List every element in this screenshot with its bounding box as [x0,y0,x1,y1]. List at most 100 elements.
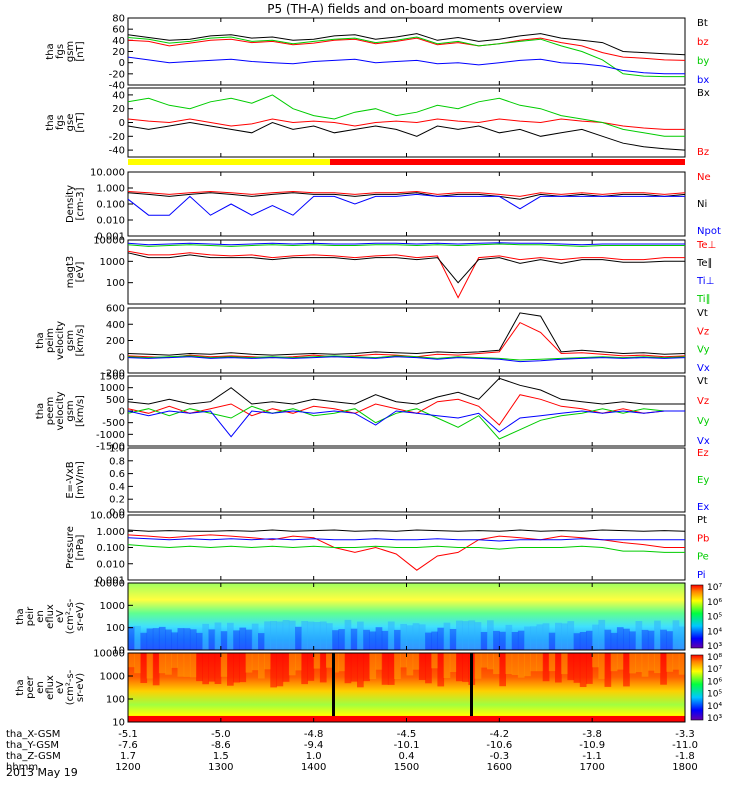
spectrogram-column [660,629,667,650]
colorbar-tick-label: 10⁶ [707,598,722,608]
y-tick-label: 10.000 [90,168,125,179]
x-axis-row-label: tha_Y-GSM [6,740,59,751]
spectrogram-column [233,630,240,650]
spectrogram-column [270,621,277,650]
spectrogram-column [307,653,315,681]
series-line-Ni [127,192,686,200]
series-line-Te∥ [127,252,685,284]
series-line-Vx [127,356,686,363]
spectrogram-column [586,630,593,650]
spectrogram-column [140,653,148,683]
spectrogram-column [493,653,500,675]
spectrogram-column [629,631,636,650]
spectrogram-column [171,653,178,668]
spectrogram-column [678,653,686,675]
colorbar-tick-label: 10³ [707,714,722,724]
series-line-bx [127,56,685,75]
spectrogram-column [202,653,209,685]
legend-entry: Ni [697,199,707,210]
spectrogram-column [629,653,636,674]
spectrogram-column [678,626,686,650]
spectrogram-column [524,626,531,650]
spectrogram-column [214,622,222,650]
spectrogram-column [672,620,680,650]
spectrogram-column [604,653,612,687]
spectrogram-column [406,653,414,676]
y-axis-label: sr-eV) [75,602,86,631]
x-axis-value: 1400 [301,762,326,773]
legend-entry: Npot [697,226,721,237]
series-line-Bx [127,121,686,151]
colorbar-tick-label: 10⁷ [707,665,722,675]
series-line-By [127,94,685,137]
series-line-Vy [127,355,686,361]
x-axis-value: -4.5 [397,729,417,740]
y-axis-label: Pressure [65,526,76,569]
spectrogram-column [561,653,568,675]
y-axis-label: [mV/m] [75,461,86,499]
spectrogram-column [431,631,438,650]
spectrogram-column [555,622,562,650]
spectrogram-column [406,625,414,650]
spectrogram-column [375,627,383,650]
legend-entry: Pb [697,533,709,544]
spectrogram-column [647,653,655,671]
y-axis-label: fgs [55,44,66,59]
spectrogram-column [666,631,674,650]
spectrogram-column [579,653,587,687]
y-tick-label: -20 [109,132,125,143]
spectrogram-column [418,624,426,650]
y-axis-label: en [35,610,46,623]
spectrogram-column [536,624,544,650]
spectrogram-column [282,620,290,650]
y-axis-label: tha [45,43,56,59]
y-tick-label: 1.000 [96,527,125,538]
spectrogram-column [319,621,327,650]
colorbar-tick-label: 10⁸ [707,653,722,663]
spectrogram-column [505,653,513,674]
x-axis-value: -10.6 [486,740,512,751]
y-tick-label: -40 [109,81,125,92]
y-tick-label: 0.100 [96,543,125,554]
spectrogram-column [369,631,377,650]
colorbar-tick-label: 10⁶ [707,677,722,687]
y-tick-label: 1000 [100,257,125,268]
y-tick-label: 1000 [100,601,125,612]
x-axis-value: -4.2 [490,729,510,740]
spectrogram-column [474,622,482,650]
spectrogram-column [505,624,513,650]
spectrogram-column [561,623,568,650]
spectrogram-column [487,620,494,650]
spectrogram-column [239,627,247,650]
spectrogram-column [270,653,277,688]
y-tick-label: 0.4 [109,482,125,493]
y-axis-label: velocity [55,391,66,430]
spectrogram-column [344,619,352,650]
spectrogram-column [326,653,333,668]
spectrogram-column [425,632,432,650]
series-line-Vt [127,312,686,356]
spectrogram-column [536,653,544,672]
panel-temperature: 100 1000 10000 magt3 [eV] Te⊥ Te∥ Ti⊥ Ti∥ [65,236,716,306]
spectrogram-column [443,622,451,650]
legend-entry: Ey [697,475,709,486]
x-axis-value: 1300 [208,762,233,773]
spectrogram-column [288,620,296,650]
spectrogram-column [264,653,271,670]
spectrogram-column [616,653,624,670]
spectrogram-column [579,632,587,650]
spectrogram-column [338,653,346,672]
y-axis-label: magt3 [65,256,76,289]
x-axis-value: -1.8 [675,751,695,762]
spectrogram-column [394,629,401,650]
spectrogram-column [177,628,185,650]
spectrogram-column [183,653,191,677]
spectrogram-column [313,653,321,669]
spectrogram-column [418,653,426,680]
spectrogram-column [363,653,370,682]
x-axis-value: -10.9 [579,740,605,751]
spectrogram-column [363,629,370,650]
legend-entry: Ex [697,502,709,513]
y-axis-label: E=-VxB [65,461,76,498]
spectrogram-column [171,632,178,650]
